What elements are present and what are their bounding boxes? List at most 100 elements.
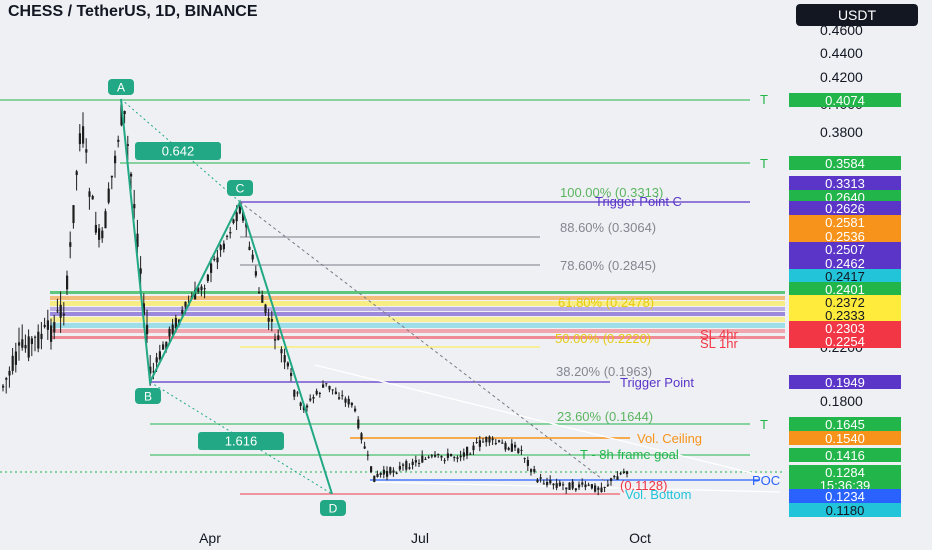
candle-body-114 <box>114 155 117 164</box>
candle-body-572 <box>571 481 574 489</box>
candle-body-399 <box>398 466 401 470</box>
candle-body-165 <box>165 341 168 349</box>
candle-body-98 <box>98 228 101 240</box>
candle-body-610 <box>610 478 613 481</box>
candle-body-172 <box>171 324 174 335</box>
y-tick-4: 0.3800 <box>820 124 863 140</box>
candle-body-108 <box>107 188 110 203</box>
price-tag-bg-16 <box>789 417 901 431</box>
candle-body-508 <box>507 447 510 450</box>
price-tag-bg-10 <box>789 282 901 296</box>
candle-body-287 <box>286 362 289 367</box>
candle-body-568 <box>568 482 571 490</box>
candle-body-152 <box>152 371 155 373</box>
candle-body-261 <box>261 295 264 303</box>
candle-body-604 <box>603 486 606 488</box>
candle-body-194 <box>194 289 197 300</box>
annotation-0: T <box>760 92 768 107</box>
candle-body-120 <box>120 104 123 126</box>
candle-body-181 <box>181 310 184 314</box>
candle-body-130 <box>130 173 133 177</box>
fib-label-2: 78.60% (0.2845) <box>560 258 656 273</box>
candle-body-69 <box>69 242 72 247</box>
candle-body-207 <box>206 274 209 281</box>
candle-body-488 <box>488 436 491 443</box>
candle-body-344 <box>344 398 347 403</box>
candle-body-623 <box>622 471 625 473</box>
price-tag-label-14: 0.2254 <box>825 334 865 349</box>
currency-button[interactable]: USDT <box>796 4 918 26</box>
candle-body-517 <box>517 448 520 453</box>
point-A-label: A <box>117 81 125 95</box>
x-tick-1: Jul <box>411 530 429 546</box>
candle-body-546 <box>546 482 549 486</box>
candle-body-156 <box>155 357 158 363</box>
price-tag-label-8: 0.2462 <box>825 256 865 271</box>
price-tag-bg-14 <box>789 334 901 348</box>
y-tick-1: 0.4400 <box>820 45 863 61</box>
candle-body-383 <box>382 469 385 475</box>
candle-body-447 <box>446 453 449 458</box>
candle-body-357 <box>357 419 360 429</box>
ac-dotted-line <box>120 98 241 203</box>
candle-body-28 <box>27 336 30 358</box>
candle-body-501 <box>501 442 504 444</box>
price-tag-label-6: 0.2536 <box>825 229 865 244</box>
level-band-5 <box>50 317 785 322</box>
candle-body-402 <box>402 464 405 466</box>
candle-body-620 <box>619 473 622 475</box>
point-B-badge <box>135 388 161 404</box>
candle-body-2 <box>2 385 5 388</box>
price-tag-label-4: 0.2626 <box>825 201 865 216</box>
candle-body-5 <box>5 378 8 380</box>
candle-body-210 <box>210 263 213 273</box>
candle-body-543 <box>542 483 545 485</box>
annotation-2: Trigger Point C <box>595 194 682 209</box>
price-tag-label-11: 0.2372 <box>825 295 865 310</box>
annotation-10: SL 4hr <box>700 327 738 342</box>
candle-body-373 <box>373 475 376 483</box>
candle-body-293 <box>293 390 296 397</box>
candle-body-575 <box>574 488 577 491</box>
candle-body-396 <box>395 472 398 474</box>
candle-body-498 <box>498 440 501 442</box>
candle-body-434 <box>434 454 437 457</box>
candle-body-562 <box>562 484 565 486</box>
candle-body-140 <box>139 268 142 274</box>
candle-body-56 <box>56 310 59 312</box>
candle-body-354 <box>354 408 357 412</box>
candle-body-533 <box>533 469 536 472</box>
candle-body-466 <box>466 446 469 456</box>
candle-body-476 <box>475 442 478 444</box>
candle-body-92 <box>91 195 94 200</box>
candle-body-613 <box>613 476 616 478</box>
candle-body-424 <box>424 458 427 460</box>
fib-label-1: 88.60% (0.3064) <box>560 220 656 235</box>
candle-body-485 <box>485 436 488 443</box>
candle-body-389 <box>389 467 392 474</box>
candle-body-588 <box>587 484 590 486</box>
chart-title: CHESS / TetherUS, 1D, BINANCE <box>8 3 258 20</box>
price-tag-bg-20 <box>789 478 901 492</box>
candle-body-111 <box>110 175 113 178</box>
ratio-label-1: 1.616 <box>225 434 258 449</box>
candle-body-242 <box>242 212 245 221</box>
candle-body-520 <box>520 449 523 451</box>
candle-body-255 <box>254 271 257 276</box>
candle-body-12 <box>11 355 14 371</box>
candle-body-79 <box>78 133 81 145</box>
x-tick-0: Apr <box>199 530 221 546</box>
candle-body-184 <box>184 301 187 307</box>
candle-body-415 <box>414 460 417 463</box>
price-tag-label-9: 0.2417 <box>825 269 865 284</box>
candle-body-248 <box>248 246 251 250</box>
price-tag-bg-2 <box>789 176 901 190</box>
price-tag-label-22: 0.1180 <box>826 503 865 518</box>
candle-body-306 <box>306 405 309 408</box>
candle-body-540 <box>539 477 542 479</box>
price-tag-label-2: 0.3313 <box>825 176 865 191</box>
candle-body-200 <box>200 286 203 291</box>
candle-body-492 <box>491 438 494 441</box>
